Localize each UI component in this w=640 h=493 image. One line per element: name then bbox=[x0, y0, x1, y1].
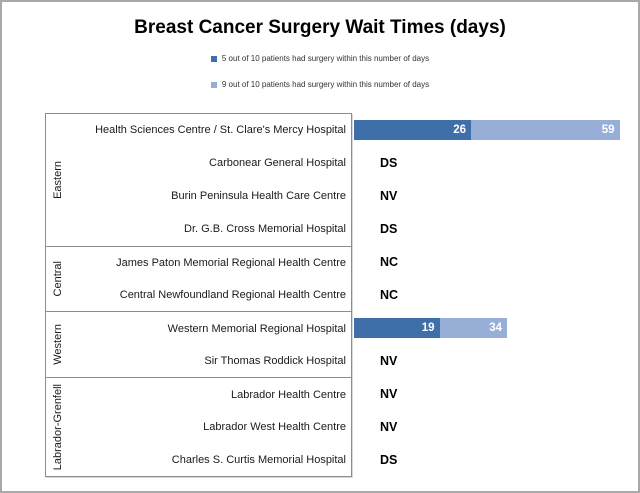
legend-color-swatch-p90 bbox=[210, 81, 217, 88]
region-label: Western bbox=[52, 324, 64, 366]
region-group-central: Central James Paton Memorial Regional Hea… bbox=[46, 245, 351, 312]
hospital-label: Labrador Health Centre bbox=[231, 388, 346, 401]
region-label: Labrador-Grenfell bbox=[52, 384, 64, 471]
bar-row: DS bbox=[352, 443, 638, 476]
bar-row: NV bbox=[352, 410, 638, 443]
bar-row: DS bbox=[352, 213, 638, 246]
hospital-label: Western Memorial Regional Hospital bbox=[167, 322, 346, 335]
hospital-label: Sir Thomas Roddick Hospital bbox=[204, 355, 346, 368]
region-label: Eastern bbox=[52, 160, 64, 199]
region-cell: Eastern bbox=[46, 114, 70, 246]
legend-label-p90: 9 out of 10 patients had surgery within … bbox=[221, 80, 430, 89]
legend-color-swatch-p50 bbox=[210, 55, 217, 62]
bar-row: NC bbox=[352, 279, 638, 312]
status-code: NV bbox=[380, 189, 398, 204]
bar-value-label: 19 bbox=[421, 321, 435, 334]
bar-segment-p90: 59 bbox=[471, 120, 620, 141]
hospital-label: Central Newfoundland Regional Health Cen… bbox=[119, 289, 346, 302]
bar-segment-p50: 26 bbox=[354, 120, 471, 141]
hospital-column: Health Sciences Centre / St. Clare's Mer… bbox=[70, 114, 351, 246]
bar-value-label: 26 bbox=[453, 124, 466, 137]
bar-value-label: 59 bbox=[601, 124, 615, 137]
region-group-labrador-grenfell: Labrador-Grenfell Labrador Health Centre L… bbox=[46, 377, 351, 476]
bar-row: NV bbox=[352, 180, 638, 213]
hospital-column: Labrador Health Centre Labrador West Heal… bbox=[70, 378, 351, 476]
hospital-label: Burin Peninsula Health Care Centre bbox=[171, 190, 346, 203]
status-code: DS bbox=[380, 222, 398, 237]
bar-row: 19 34 bbox=[352, 311, 638, 344]
hospital-column: James Paton Memorial Regional Health Cen… bbox=[70, 247, 351, 312]
status-code: NV bbox=[380, 353, 398, 368]
hospital-label: Carbonear General Hospital bbox=[209, 157, 346, 170]
bar-segment-p90: 34 bbox=[439, 317, 507, 338]
region-group-western: Western Western Memorial Regional Hospita… bbox=[46, 311, 351, 377]
status-code: NV bbox=[380, 419, 398, 434]
hospital-label: Labrador West Health Centre bbox=[203, 421, 346, 434]
region-label: Central bbox=[52, 261, 64, 297]
region-cell: Labrador-Grenfell bbox=[46, 378, 70, 476]
bar-row: NV bbox=[352, 377, 638, 410]
bar-value-label: 34 bbox=[489, 321, 502, 334]
hospital-label: Dr. G.B. Cross Memorial Hospital bbox=[184, 223, 346, 236]
hospital-label: James Paton Memorial Regional Health Cen… bbox=[116, 256, 346, 269]
legend-item-p90: 9 out of 10 patients had surgery within … bbox=[210, 80, 430, 89]
hospital-column: Western Memorial Regional Hospital Sir Th… bbox=[70, 312, 351, 377]
legend: 5 out of 10 patients had surgery within … bbox=[2, 54, 638, 89]
bar-row: NV bbox=[352, 344, 638, 377]
legend-label-p50: 5 out of 10 patients had surgery within … bbox=[221, 54, 430, 63]
status-code: NV bbox=[380, 386, 398, 401]
status-code: DS bbox=[380, 156, 398, 171]
region-group-eastern: Eastern Health Sciences Centre / St. Clar… bbox=[46, 114, 351, 246]
region-cell: Central bbox=[46, 247, 70, 312]
chart-title: Breast Cancer Surgery Wait Times (days) bbox=[134, 17, 506, 38]
legend-item-p50: 5 out of 10 patients had surgery within … bbox=[210, 54, 430, 63]
hospital-label: Health Sciences Centre / St. Clare's Mer… bbox=[95, 124, 346, 137]
status-code: DS bbox=[380, 452, 398, 467]
plot-area: 26 59 DS NV DS NC NC 19 34 NV NV NV DS bbox=[352, 113, 638, 477]
bar-row: NC bbox=[352, 246, 638, 279]
region-cell: Western bbox=[46, 312, 70, 377]
bar-row: DS bbox=[352, 147, 638, 180]
category-axis-box: Eastern Health Sciences Centre / St. Clar… bbox=[45, 113, 352, 477]
status-code: NC bbox=[380, 255, 399, 270]
bar-segment-p50: 19 bbox=[354, 317, 440, 338]
status-code: NC bbox=[380, 288, 399, 302]
bar-row: 26 59 bbox=[352, 114, 638, 147]
hospital-label: Charles S. Curtis Memorial Hospital bbox=[171, 453, 346, 466]
